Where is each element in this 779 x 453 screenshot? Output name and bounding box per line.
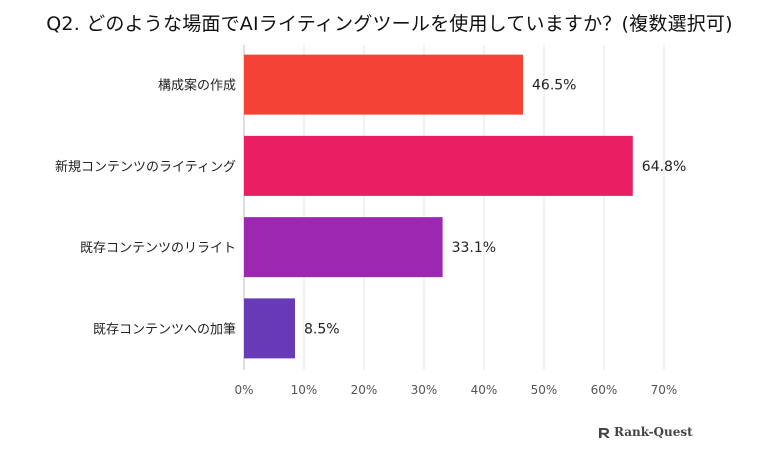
data-label: 64.8%	[642, 159, 686, 175]
data-label: 46.5%	[532, 78, 576, 94]
data-label: 33.1%	[452, 240, 496, 256]
category-label: 構成案の作成	[158, 79, 236, 94]
chart-title: Q2. どのような場面でAIライティングツールを使用していますか？(複数選択可)	[46, 13, 733, 35]
bar	[244, 217, 443, 278]
category-label: 既存コンテンツのリライト	[80, 241, 236, 256]
brand-logo: Rank-Quest	[598, 425, 693, 439]
x-tick-label: 40%	[471, 383, 498, 397]
rank-quest-icon	[599, 427, 610, 438]
x-tick-label: 20%	[351, 383, 378, 397]
brand-name: Rank-Quest	[614, 425, 693, 439]
x-tick-label: 50%	[531, 383, 558, 397]
data-label: 8.5%	[304, 321, 340, 337]
x-tick-label: 70%	[651, 383, 678, 397]
x-tick-label: 0%	[234, 383, 253, 397]
bar	[244, 135, 633, 196]
x-tick-label: 30%	[411, 383, 438, 397]
category-label: 既存コンテンツへの加筆	[93, 322, 236, 337]
bar	[244, 54, 523, 115]
x-tick-label: 10%	[291, 383, 318, 397]
x-tick-label: 60%	[591, 383, 618, 397]
category-label: 新規コンテンツのライティング	[55, 159, 236, 175]
bar	[244, 298, 295, 359]
